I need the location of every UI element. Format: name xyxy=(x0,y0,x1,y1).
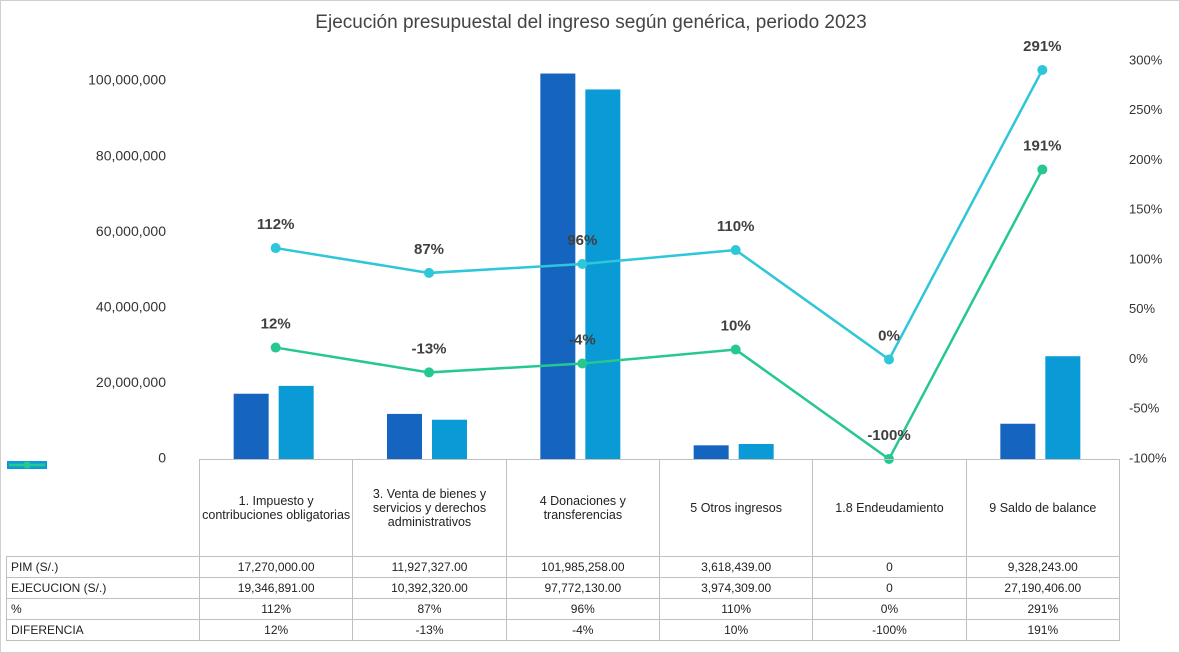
table-cell: 112% xyxy=(198,598,354,620)
data-label: 110% xyxy=(717,218,755,235)
bar xyxy=(738,443,774,459)
point xyxy=(270,342,281,353)
bar xyxy=(387,413,422,459)
y-tick-label: 60,000,000 xyxy=(96,223,166,239)
data-label: 87% xyxy=(414,241,444,258)
y-tick-label: 0 xyxy=(158,450,166,466)
y-tick-label: 40,000,000 xyxy=(96,299,166,315)
legend-label: PIM (S/.) xyxy=(11,560,59,574)
table-cell: 12% xyxy=(198,619,354,641)
data-label: 191% xyxy=(1023,137,1061,154)
table-cell: 291% xyxy=(965,598,1120,620)
bar xyxy=(233,393,269,459)
data-label: -13% xyxy=(411,340,446,357)
legend-cell: % xyxy=(6,461,200,620)
table-cell: 3,974,309.00 xyxy=(658,577,814,599)
y-tick-label: 80,000,000 xyxy=(96,147,166,163)
table-cell: -4% xyxy=(505,619,660,641)
table-cell: 11,927,327.00 xyxy=(352,556,507,578)
y2-tick-label: -100% xyxy=(1129,450,1167,465)
table-cell: 87% xyxy=(352,598,507,620)
y2-tick-label: 100% xyxy=(1129,251,1163,266)
data-table: 1. Impuesto y contribuciones obligatoria… xyxy=(6,459,1120,641)
legend-cell: PIM (S/.) xyxy=(6,460,200,578)
legend-label: DIFERENCIA xyxy=(11,623,84,637)
chart-title: Ejecución presupuestal del ingreso según… xyxy=(315,12,866,33)
point xyxy=(577,358,588,369)
legend-label: % xyxy=(11,602,22,616)
table-cell: 110% xyxy=(658,598,814,620)
bar xyxy=(585,89,621,460)
data-label: 12% xyxy=(261,316,291,333)
y2-tick-label: 300% xyxy=(1129,52,1163,67)
table-cell: -100% xyxy=(812,619,967,641)
table-cell: 10,392,320.00 xyxy=(352,577,507,599)
table-cell: 0 xyxy=(812,577,967,599)
legend-swatch xyxy=(8,461,45,468)
table-cell: 101,985,258.00 xyxy=(505,556,660,578)
data-label: 112% xyxy=(257,216,295,233)
category-label: 1.8 Endeudamiento xyxy=(812,459,967,557)
category-label: 3. Venta de bienes y servicios y derecho… xyxy=(352,459,507,557)
table-cell: 191% xyxy=(965,619,1120,641)
y-tick-label: 100,000,000 xyxy=(88,72,166,88)
table-cell: 19,346,891.00 xyxy=(198,577,354,599)
data-label: 291% xyxy=(1023,38,1061,55)
point xyxy=(884,354,894,365)
legend-cell: EJECUCION (S/.) xyxy=(6,460,200,599)
table-cell: 17,270,000.00 xyxy=(198,556,354,578)
line xyxy=(275,69,1044,362)
point xyxy=(424,267,434,278)
bar xyxy=(278,385,314,459)
table-cell: 0 xyxy=(812,556,967,578)
point xyxy=(577,258,588,269)
y2-tick-label: 150% xyxy=(1129,202,1163,217)
point xyxy=(730,344,741,355)
bar xyxy=(693,445,729,459)
table-cell: 97,772,130.00 xyxy=(505,577,660,599)
category-label: 4 Donaciones y transferencias xyxy=(505,459,660,557)
line xyxy=(275,168,1044,461)
y2-tick-label: 50% xyxy=(1129,301,1155,316)
bar xyxy=(1000,423,1036,459)
data-label: 10% xyxy=(721,318,751,335)
table-cell: 3,618,439.00 xyxy=(658,556,814,578)
table-cell: -13% xyxy=(352,619,507,641)
y2-tick-label: 250% xyxy=(1129,102,1163,117)
point xyxy=(270,243,281,254)
y2-tick-label: -50% xyxy=(1129,401,1160,416)
table-cell: 9,328,243.00 xyxy=(965,556,1120,578)
bar xyxy=(1045,356,1081,459)
data-label: 0% xyxy=(878,327,900,344)
point xyxy=(730,245,741,256)
bar xyxy=(432,419,467,459)
legend-label: EJECUCION (S/.) xyxy=(11,581,107,595)
legend-cell: DIFERENCIA xyxy=(6,461,200,641)
point xyxy=(424,367,434,378)
point xyxy=(1037,64,1048,75)
table-cell: 96% xyxy=(505,598,660,620)
category-label: 1. Impuesto y contribuciones obligatoria… xyxy=(198,459,354,557)
point xyxy=(1037,164,1048,175)
y-tick-label: 20,000,000 xyxy=(96,374,166,390)
table-cell: 27,190,406.00 xyxy=(965,577,1120,599)
data-label: 96% xyxy=(567,232,597,249)
data-label: -100% xyxy=(867,427,910,444)
table-cell: 10% xyxy=(658,619,814,641)
category-label: 9 Saldo de balance xyxy=(965,459,1120,557)
legend-dot xyxy=(23,461,30,468)
category-label: 5 Otros ingresos xyxy=(658,459,814,557)
table-corner xyxy=(6,459,200,557)
table-cell: 0% xyxy=(812,598,967,620)
y2-tick-label: 0% xyxy=(1129,351,1148,366)
y2-tick-label: 200% xyxy=(1129,152,1163,167)
data-label: -4% xyxy=(569,331,596,348)
